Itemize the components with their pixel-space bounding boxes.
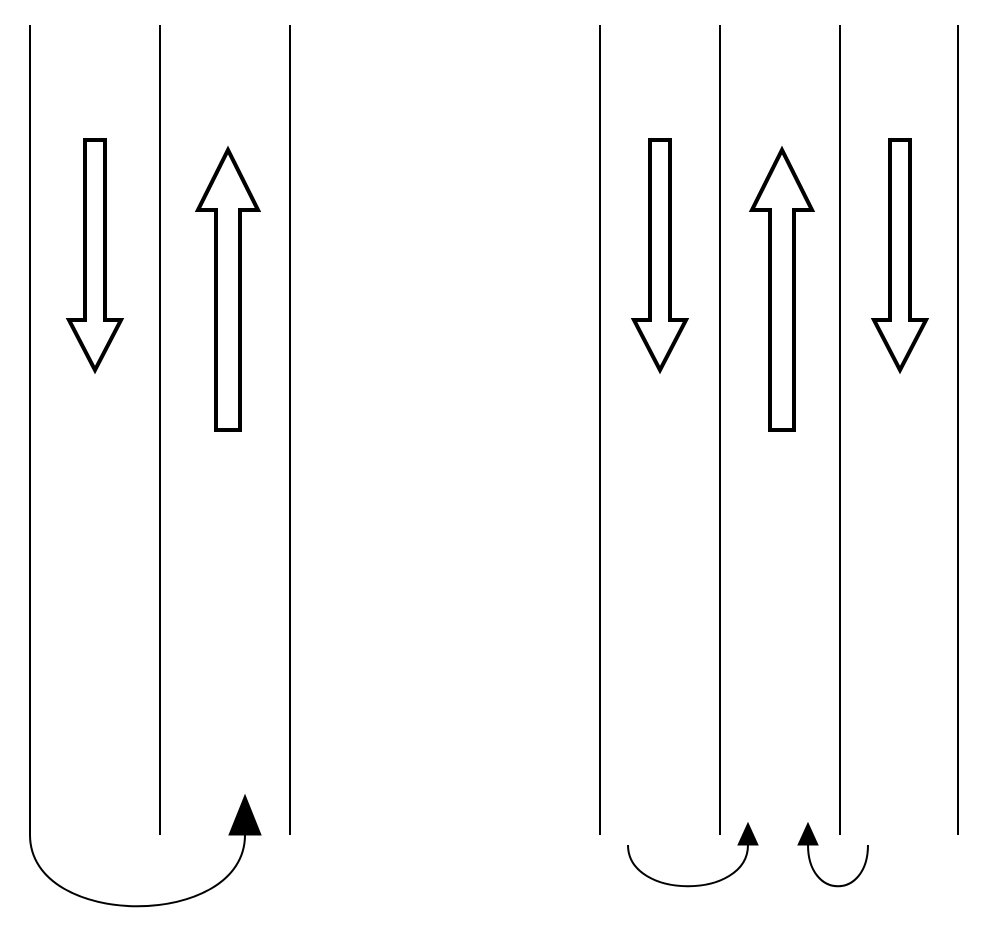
curved-return-arrowhead	[229, 795, 261, 835]
curved-return-path	[628, 845, 748, 886]
curved-return-path	[30, 835, 245, 906]
curved-return-arrowhead	[798, 823, 818, 845]
down-arrow	[634, 140, 686, 370]
up-arrow	[198, 150, 258, 430]
curved-return-path	[808, 845, 868, 886]
curved-return-arrowhead	[738, 823, 758, 845]
up-arrow	[752, 150, 812, 430]
down-arrow	[874, 140, 926, 370]
down-arrow	[69, 140, 121, 370]
